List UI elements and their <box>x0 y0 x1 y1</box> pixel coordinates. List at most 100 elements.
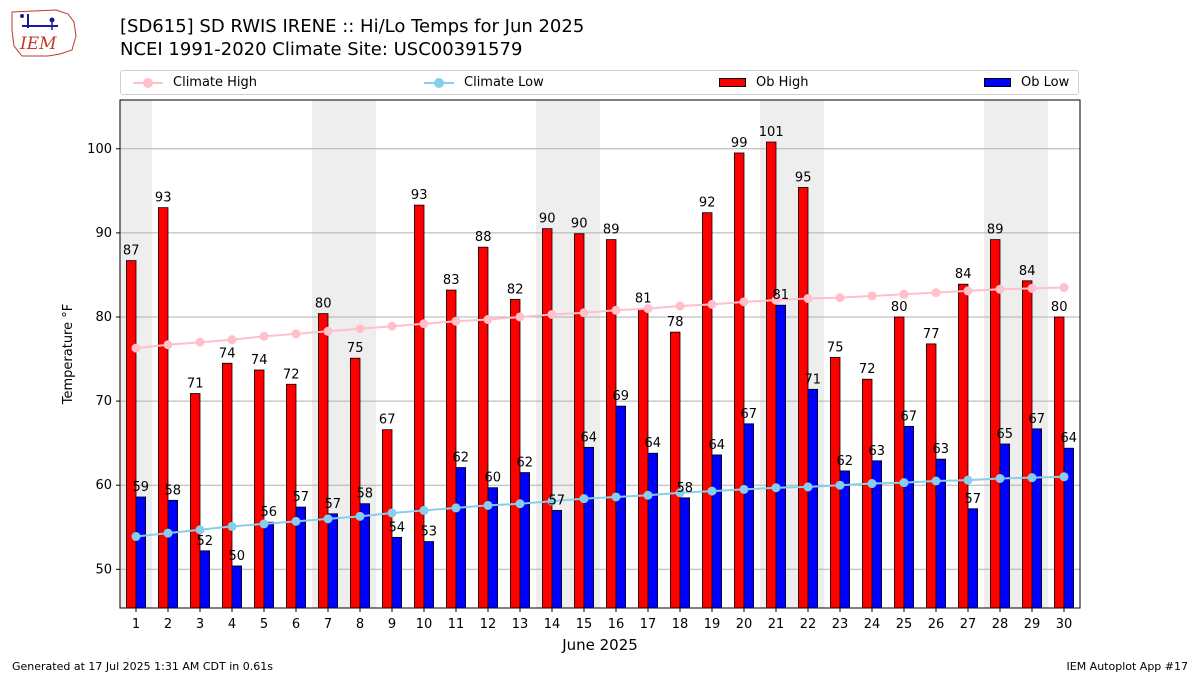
data-label-ob-low: 64 <box>709 438 726 453</box>
climate-high-point <box>291 329 301 339</box>
data-label-ob-low: 64 <box>1061 431 1078 446</box>
climate-low-point <box>451 503 461 513</box>
data-label-ob-high: 75 <box>347 341 364 356</box>
climate-high-line <box>135 286 1065 350</box>
climate-low-point <box>867 479 877 489</box>
data-label-ob-high: 78 <box>667 315 684 330</box>
bar-ob-high <box>638 308 649 609</box>
data-label-ob-low: 63 <box>933 442 950 457</box>
climate-low-point <box>291 516 301 526</box>
bar-ob-low <box>807 388 819 609</box>
data-label-ob-high: 75 <box>827 340 844 355</box>
y-axis-label: Temperature °F <box>61 304 76 405</box>
data-label-ob-high: 80 <box>1051 300 1068 315</box>
data-label-ob-high: 80 <box>315 297 332 312</box>
data-label-ob-low: 58 <box>357 487 374 502</box>
y-tick-label: 60 <box>95 478 112 493</box>
x-tick-label: 11 <box>448 617 465 632</box>
climate-low-point <box>995 473 1005 483</box>
bar-ob-high <box>1022 280 1033 609</box>
climate-high-point <box>739 297 749 307</box>
climate-high-point <box>387 321 397 331</box>
data-label-ob-low: 81 <box>773 288 790 303</box>
bar-ob-low <box>679 497 691 609</box>
legend-item-climate-low: Climate Low <box>424 71 544 94</box>
data-label-ob-high: 93 <box>411 188 428 203</box>
climate-low-point <box>515 499 525 509</box>
climate-low-point <box>419 505 429 515</box>
climate-low-point <box>387 508 397 518</box>
legend-label-ob-low: Ob Low <box>1021 75 1070 90</box>
bar-ob-low <box>327 513 339 609</box>
x-tick-label: 3 <box>196 617 204 632</box>
data-label-ob-high: 74 <box>219 346 236 361</box>
bar-ob-low <box>1031 428 1043 609</box>
bar-ob-low <box>999 443 1011 609</box>
data-label-ob-low: 64 <box>581 430 598 445</box>
climate-low-point <box>483 500 493 510</box>
climate-high-point <box>963 286 973 296</box>
climate-low-point <box>131 532 141 542</box>
bar-ob-high <box>702 212 713 609</box>
data-label-ob-high: 90 <box>571 217 588 232</box>
x-tick-label: 1 <box>132 617 140 632</box>
bar-ob-high <box>574 233 585 609</box>
y-tick-label: 70 <box>95 394 112 409</box>
y-tick-label: 90 <box>95 226 112 241</box>
legend-item-ob-low: Ob Low <box>984 71 1069 94</box>
x-tick-label: 21 <box>768 617 785 632</box>
chart-title: [SD615] SD RWIS IRENE :: Hi/Lo Temps for… <box>120 16 585 37</box>
data-label-ob-high: 90 <box>539 212 556 227</box>
bar-ob-high <box>189 393 201 609</box>
x-tick-label: 29 <box>1024 617 1041 632</box>
climate-low-line <box>135 475 1065 538</box>
bar-ob-low <box>135 496 147 609</box>
data-label-ob-low: 58 <box>165 483 182 498</box>
climate-high-point <box>259 331 269 341</box>
data-label-ob-low: 69 <box>613 389 630 404</box>
climate-high-point <box>195 337 205 347</box>
data-label-ob-high: 99 <box>731 136 748 151</box>
data-label-ob-low: 52 <box>197 534 214 549</box>
data-label-ob-low: 58 <box>677 481 694 496</box>
climate-high-point <box>579 308 589 318</box>
iem-logo: IEM <box>8 6 82 58</box>
bar-ob-high <box>157 207 169 609</box>
data-label-ob-high: 74 <box>251 353 268 368</box>
x-tick-label: 20 <box>736 617 753 632</box>
data-label-ob-high: 95 <box>795 170 812 185</box>
climate-high-point <box>547 309 557 319</box>
data-label-ob-high: 89 <box>987 223 1004 238</box>
x-tick-label: 12 <box>480 617 497 632</box>
bar-ob-high <box>253 369 265 609</box>
data-label-ob-low: 50 <box>229 549 246 564</box>
x-axis-label: June 2025 <box>561 636 638 654</box>
data-label-ob-low: 57 <box>325 497 342 512</box>
bar-ob-high <box>670 331 681 609</box>
bar-ob-high <box>990 239 1001 609</box>
bar-ob-high <box>926 343 937 609</box>
data-label-ob-low: 54 <box>389 520 406 535</box>
climate-high-point <box>675 301 685 311</box>
climate-high-point <box>611 305 621 315</box>
x-tick-label: 19 <box>704 617 721 632</box>
climate-high-point <box>707 299 717 309</box>
iem-logo-graphic <box>11 9 77 57</box>
bar-ob-high <box>606 239 617 609</box>
climate-low-point <box>1027 473 1037 483</box>
chart-subtitle: NCEI 1991-2020 Climate Site: USC00391579 <box>120 39 523 60</box>
climate-low-point <box>611 492 621 502</box>
bar-ob-high <box>766 141 777 609</box>
data-label-ob-high: 84 <box>955 267 972 282</box>
data-label-ob-high: 80 <box>891 300 908 315</box>
climate-high-point <box>163 340 173 350</box>
x-tick-label: 18 <box>672 617 689 632</box>
x-tick-label: 14 <box>544 617 561 632</box>
bar-ob-high <box>381 429 393 609</box>
data-label-ob-low: 57 <box>293 490 310 505</box>
data-label-ob-high: 93 <box>155 191 172 206</box>
legend-label-ob-high: Ob High <box>756 75 809 90</box>
data-label-ob-low: 57 <box>965 492 982 507</box>
climate-low-point <box>675 488 685 498</box>
